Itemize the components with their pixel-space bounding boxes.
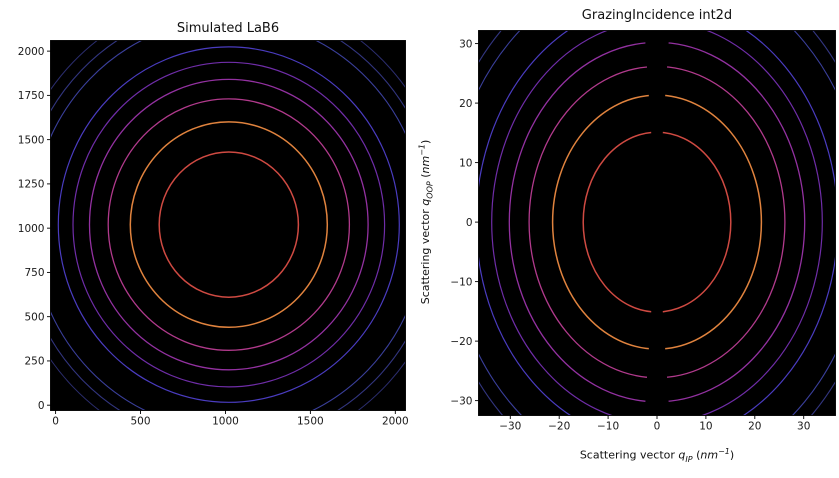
x-tick-label: 30 (797, 421, 810, 433)
x-tick-label: −30 (499, 421, 521, 433)
y-tick-label: 0 (38, 400, 45, 412)
x-tick-label: 1000 (212, 416, 239, 428)
y-tick-label: −20 (450, 336, 472, 348)
left-plot-title: Simulated LaB6 (176, 21, 280, 36)
y-tick-label: 1750 (18, 90, 45, 102)
x-tick-label: −10 (597, 421, 619, 433)
diffraction-ring (57, 46, 400, 403)
x-axis-label-subscript: IP (685, 454, 693, 464)
left-plot-background (50, 40, 406, 411)
x-axis-label-exponent: −1 (718, 447, 730, 456)
right-plot-title: GrazingIncidence int2d (581, 8, 733, 23)
y-tick-label: 20 (459, 98, 472, 110)
right-x-ticks: −30 −20 −10 0 10 20 30 (499, 415, 810, 433)
left-y-ticks: 0 250 500 750 1000 1250 1500 1750 2000 (18, 46, 51, 412)
right-plot: −30 −20 −10 0 10 20 30 −30 −20 −10 0 10 20 30 (450, 30, 836, 433)
y-axis-label-unit-close: ) (419, 139, 433, 145)
x-tick-label: 2000 (382, 416, 409, 428)
diffraction-ring (129, 121, 329, 329)
x-tick-label: 0 (654, 421, 661, 433)
diffraction-ring (491, 30, 823, 416)
y-tick-label: −10 (450, 276, 472, 288)
x-tick-label: 20 (748, 421, 761, 433)
y-tick-label: 1500 (18, 134, 45, 146)
y-tick-label: 0 (466, 217, 473, 229)
x-axis-label-unit: nm (700, 448, 719, 462)
y-axis-label-unit-open: ( (419, 173, 433, 182)
y-axis-label-prefix: Scattering vector (419, 205, 433, 305)
y-tick-label: 500 (24, 311, 44, 323)
left-plot: 0 500 1000 1500 2000 0 250 500 750 1000 1250 1500 17… (18, 40, 409, 428)
diffraction-ring (158, 151, 300, 298)
y-axis-label-subscript: OOP (425, 181, 435, 199)
left-diffraction-rings (50, 40, 406, 411)
y-tick-label: 2000 (18, 46, 45, 58)
x-axis-label-unit-open: ( (692, 448, 701, 462)
left-axes-spine (50, 40, 406, 411)
diffraction-ring (72, 61, 386, 388)
y-tick-label: −30 (450, 395, 472, 407)
x-axis-label-symbol: q (678, 448, 686, 462)
y-tick-label: 250 (24, 356, 44, 368)
y-tick-label: 30 (459, 38, 472, 50)
y-axis-label-symbol: q (419, 198, 433, 206)
x-tick-label: −20 (548, 421, 570, 433)
missing-wedge (644, 222, 670, 416)
x-tick-label: 500 (131, 416, 151, 428)
x-axis-label-prefix: Scattering vector (579, 448, 679, 462)
x-tick-label: 10 (699, 421, 712, 433)
diffraction-ring (107, 98, 351, 351)
y-tick-label: 1250 (18, 179, 45, 191)
x-tick-label: 0 (52, 416, 59, 428)
left-x-ticks: 0 500 1000 1500 2000 (52, 410, 409, 428)
y-axis-label: Scattering vector qOOP (nm−1) (418, 140, 435, 305)
y-tick-label: 750 (24, 267, 44, 279)
x-axis-label-unit-close: ) (729, 448, 735, 462)
missing-wedge (644, 30, 670, 223)
y-axis-label-unit: nm (419, 155, 433, 174)
y-axis-label-exponent: −1 (417, 144, 427, 156)
x-tick-label: 1500 (297, 416, 324, 428)
y-tick-label: 10 (459, 157, 472, 169)
x-axis-label: Scattering vector qIP (nm−1) (580, 447, 734, 464)
right-y-ticks: −30 −20 −10 0 10 20 30 (450, 38, 479, 407)
y-tick-label: 1000 (18, 223, 45, 235)
right-diffraction-rings (478, 30, 836, 416)
diffraction-ring (88, 78, 369, 371)
